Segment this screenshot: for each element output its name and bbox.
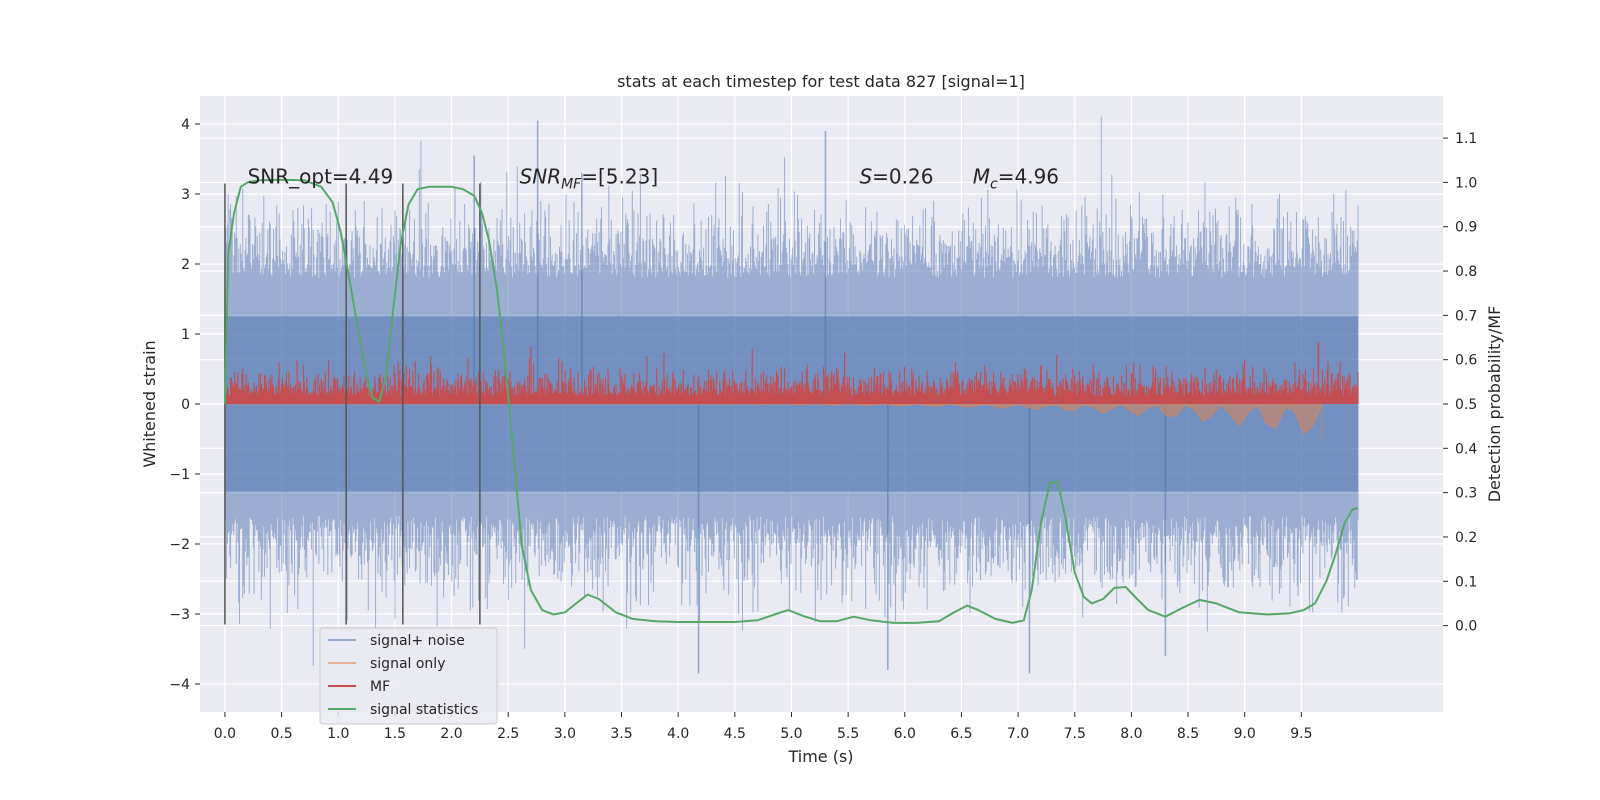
- annotation-segment: MF: [561, 177, 582, 193]
- y-axis-right-label: Detection probability/MF: [1485, 306, 1504, 503]
- y-axis-label: Whitened strain: [140, 340, 159, 467]
- x-tick-label-8: 4.0: [667, 726, 689, 742]
- x-tick-label-19: 9.5: [1290, 726, 1312, 742]
- y-right-tick-label-11: 0.0: [1455, 619, 1477, 635]
- y-right-tick-label-3: 0.8: [1455, 264, 1477, 280]
- annotations: SNR_opt=4.49 SNRMF=[5.23] S=0.26 Mc=4.96: [248, 165, 1059, 193]
- y-tick-label-1: 3: [181, 187, 190, 203]
- y-right-tick-label-8: 0.3: [1455, 486, 1477, 502]
- legend-label-signal-statistics: signal statistics: [370, 702, 478, 718]
- y-right-tick-label-5: 0.6: [1455, 353, 1477, 369]
- legend: signal+ noise signal only MF signal stat…: [319, 627, 498, 725]
- legend-box: [319, 627, 498, 725]
- y-right-tick-label-2: 0.9: [1455, 220, 1477, 236]
- x-tick-label-2: 1.0: [327, 726, 349, 742]
- annotation-0: SNR_opt=4.49: [248, 165, 394, 189]
- legend-label-signal-noise: signal+ noise: [370, 633, 465, 649]
- y-right-tick-label-1: 1.0: [1455, 175, 1477, 191]
- x-tick-label-4: 2.0: [440, 726, 462, 742]
- y-axis-right: 1.1 1.0 0.9 0.8 0.7 0.6 0.5 0.4 0.3 0.2 0.1 0.0: [1443, 131, 1477, 635]
- chart-title: stats at each timestep for test data 827…: [617, 72, 1025, 91]
- x-tick-label-16: 8.0: [1120, 726, 1142, 742]
- annotation-segment: M: [973, 165, 990, 189]
- annotation-segment: c: [990, 177, 998, 193]
- x-tick-label-14: 7.0: [1007, 726, 1029, 742]
- y-right-tick-label-6: 0.5: [1455, 397, 1477, 413]
- legend-label-mf: MF: [370, 679, 390, 695]
- y-tick-label-4: 0: [181, 397, 190, 413]
- series-signal-statistics: [223, 178, 1359, 624]
- y-axis-left: 4 3 2 1 0 −1 −2 −3 −4: [169, 117, 200, 693]
- y-tick-label-8: −4: [169, 677, 190, 693]
- annotation-segment: =[5.23]: [581, 165, 658, 189]
- legend-label-signal-only: signal only: [370, 656, 445, 672]
- x-tick-label-0: 0.0: [214, 726, 236, 742]
- x-tick-label-12: 6.0: [894, 726, 916, 742]
- annotation-segment: S: [859, 165, 872, 189]
- x-tick-label-1: 0.5: [270, 726, 292, 742]
- y-tick-label-0: 4: [181, 117, 190, 133]
- annotation-1: SNRMF=[5.23]: [520, 165, 659, 193]
- y-right-tick-label-9: 0.2: [1455, 530, 1477, 546]
- signal-statistics-line: [223, 178, 1359, 624]
- y-tick-label-2: 2: [181, 257, 190, 273]
- y-tick-label-7: −3: [169, 607, 190, 623]
- annotation-3: Mc=4.96: [973, 165, 1059, 193]
- y-tick-label-5: −1: [169, 467, 190, 483]
- x-tick-label-18: 9.0: [1234, 726, 1256, 742]
- x-tick-label-5: 2.5: [497, 726, 519, 742]
- annotation-segment: =4.96: [998, 165, 1059, 189]
- x-tick-label-3: 1.5: [384, 726, 406, 742]
- y-right-tick-label-0: 1.1: [1455, 131, 1477, 147]
- annotation-segment: =0.26: [872, 165, 933, 189]
- annotation-2: S=0.26: [859, 165, 933, 189]
- x-axis: 0.0 0.5 1.0 1.5 2.0 2.5 3.0 3.5 4.0 4.5 5.0 5.5 6.0 6…: [214, 712, 1312, 742]
- x-tick-label-13: 6.5: [950, 726, 972, 742]
- y-tick-label-6: −2: [169, 537, 190, 553]
- y-right-tick-label-4: 0.7: [1455, 308, 1477, 324]
- annotation-segment: SNR: [520, 165, 562, 189]
- x-tick-label-11: 5.5: [837, 726, 859, 742]
- y-right-tick-label-10: 0.1: [1455, 574, 1477, 590]
- x-tick-label-17: 8.5: [1177, 726, 1199, 742]
- x-tick-label-7: 3.5: [610, 726, 632, 742]
- x-tick-label-6: 3.0: [554, 726, 576, 742]
- x-tick-label-10: 5.0: [780, 726, 802, 742]
- series-mf: [224, 341, 1359, 404]
- y-right-tick-label-7: 0.4: [1455, 441, 1477, 457]
- x-tick-label-15: 7.5: [1064, 726, 1086, 742]
- y-tick-label-3: 1: [181, 327, 190, 343]
- x-tick-label-9: 4.5: [724, 726, 746, 742]
- x-axis-label: Time (s): [787, 747, 853, 766]
